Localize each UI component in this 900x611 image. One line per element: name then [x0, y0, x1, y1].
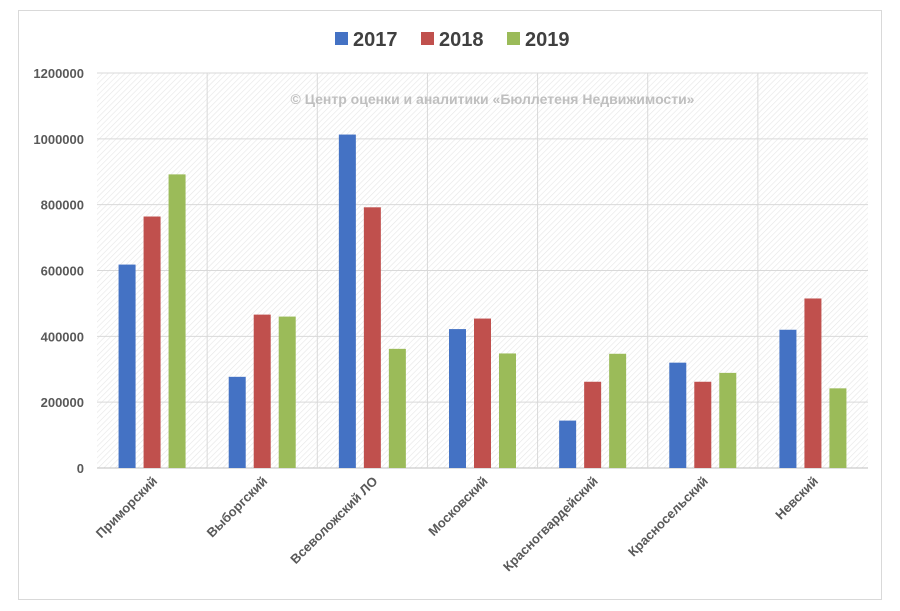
legend-label-2017: 2017 [353, 29, 398, 51]
y-tick-label: 400000 [41, 329, 84, 344]
x-axis-categories: Приморский Выборгский Всеволожский ЛО Моско… [93, 474, 821, 575]
bar-2019 [719, 372, 737, 468]
bar-2018 [804, 298, 822, 468]
bar-2018 [253, 314, 271, 468]
bar-2018 [143, 216, 161, 468]
x-category-label: Всеволожский ЛО [287, 474, 380, 567]
bar-2017 [779, 329, 797, 468]
bar-2019 [829, 388, 847, 468]
bar-2018 [694, 381, 712, 468]
legend-label-2019: 2019 [525, 29, 570, 51]
x-category-label: Красносельский [625, 474, 711, 560]
x-category-label: Невский [772, 474, 821, 523]
bar-2017 [228, 376, 246, 468]
bar-2019 [388, 348, 406, 468]
watermark-text: © Центр оценки и аналитики «Бюллетеня Не… [291, 91, 695, 107]
y-tick-label: 800000 [41, 198, 84, 213]
bar-2019 [278, 316, 296, 468]
bar-2019 [609, 353, 627, 468]
x-category-label: Красногвардейский [500, 474, 601, 575]
y-tick-label: 600000 [41, 264, 84, 279]
legend-swatch-2019 [507, 32, 520, 45]
bar-2017 [559, 420, 577, 468]
legend: 2017 2018 2019 [335, 29, 570, 51]
bar-2018 [474, 318, 491, 468]
bar-2017 [338, 134, 356, 468]
bar-2017 [449, 329, 466, 468]
y-tick-label: 0 [77, 461, 84, 476]
bar-2018 [363, 207, 381, 469]
x-category-label: Приморский [93, 474, 160, 541]
bar-2017 [669, 362, 687, 468]
y-tick-label: 1200000 [33, 66, 84, 81]
x-category-label: Московский [425, 474, 490, 539]
y-axis-ticks: 0 200000 400000 600000 800000 1000000 1200000 [33, 66, 84, 476]
legend-swatch-2017 [335, 32, 348, 45]
x-category-label: Выборгский [204, 474, 271, 541]
legend-swatch-2018 [421, 32, 434, 45]
bars [118, 134, 847, 469]
y-tick-label: 1000000 [33, 132, 84, 147]
bar-2019 [499, 353, 516, 468]
bar-2019 [168, 174, 186, 468]
bar-2017 [118, 264, 136, 468]
legend-label-2018: 2018 [439, 29, 484, 51]
y-tick-label: 200000 [41, 395, 84, 410]
bar-2018 [584, 381, 602, 468]
